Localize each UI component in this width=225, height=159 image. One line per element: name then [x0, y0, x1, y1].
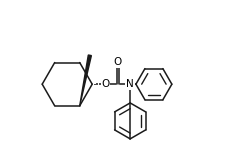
Text: N: N: [126, 79, 134, 89]
Polygon shape: [80, 55, 91, 106]
Text: O: O: [114, 57, 122, 67]
Text: O: O: [101, 79, 110, 89]
